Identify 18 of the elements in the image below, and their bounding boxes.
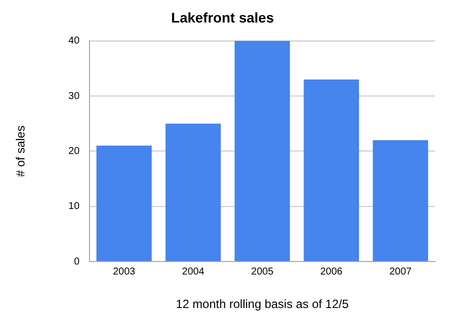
- x-tick-label: 2006: [320, 266, 343, 278]
- bar: [96, 146, 152, 262]
- x-tick-label: 2003: [112, 266, 136, 278]
- x-axis-title: 12 month rolling basis as of 12/5: [176, 297, 349, 312]
- bar: [166, 124, 221, 262]
- y-axis-title: # of sales: [14, 126, 28, 177]
- x-tick-label: 2005: [251, 266, 274, 278]
- y-tick-label: 0: [74, 256, 80, 268]
- y-tick-label: 10: [68, 201, 80, 212]
- x-tick-label: 2007: [389, 266, 412, 278]
- bar: [372, 140, 428, 262]
- y-tick-label: 40: [68, 36, 80, 47]
- y-tick-label: 20: [68, 146, 80, 157]
- chart-title: Lakefront sales: [171, 9, 274, 26]
- bar: [304, 79, 359, 262]
- y-tick-label: 30: [68, 90, 80, 102]
- x-tick-label: 2004: [182, 266, 205, 278]
- bar: [234, 40, 290, 262]
